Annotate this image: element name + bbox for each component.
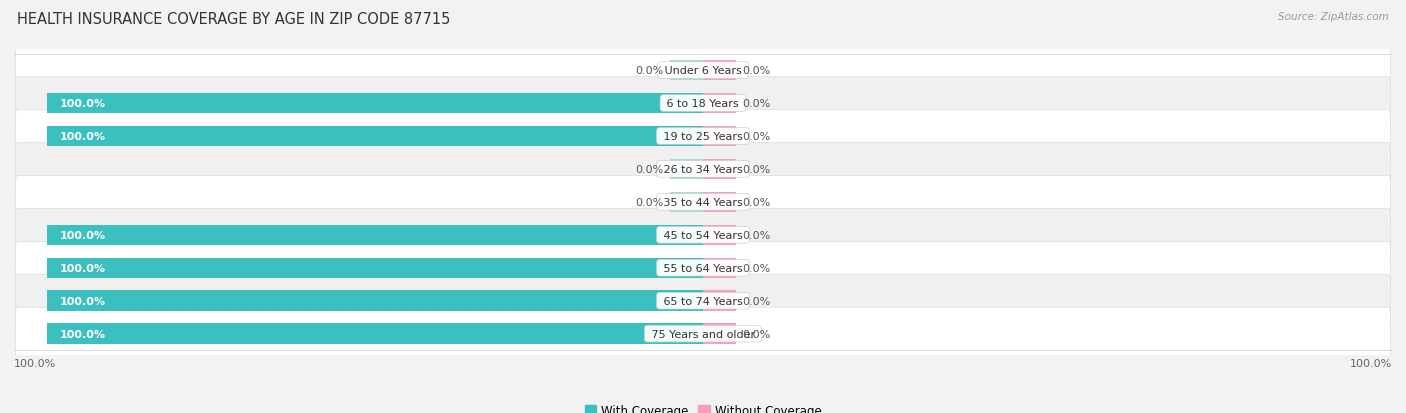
- FancyBboxPatch shape: [15, 176, 1391, 229]
- Bar: [703, 126, 735, 147]
- Text: 0.0%: 0.0%: [742, 230, 770, 240]
- Text: 0.0%: 0.0%: [742, 164, 770, 175]
- Text: 0.0%: 0.0%: [636, 197, 664, 207]
- Bar: [46, 225, 703, 245]
- Bar: [703, 324, 735, 344]
- Bar: [703, 225, 735, 245]
- Text: 0.0%: 0.0%: [742, 66, 770, 76]
- FancyBboxPatch shape: [15, 242, 1391, 294]
- Bar: [46, 291, 703, 311]
- Bar: [703, 291, 735, 311]
- Text: 0.0%: 0.0%: [742, 197, 770, 207]
- FancyBboxPatch shape: [15, 78, 1391, 130]
- Text: 100.0%: 100.0%: [1350, 358, 1392, 368]
- Bar: [671, 159, 703, 180]
- Bar: [46, 94, 703, 114]
- Bar: [703, 159, 735, 180]
- FancyBboxPatch shape: [15, 275, 1391, 327]
- Text: 100.0%: 100.0%: [14, 358, 56, 368]
- Text: 100.0%: 100.0%: [60, 230, 105, 240]
- Text: 0.0%: 0.0%: [636, 66, 664, 76]
- Text: Source: ZipAtlas.com: Source: ZipAtlas.com: [1278, 12, 1389, 22]
- Bar: [46, 258, 703, 278]
- FancyBboxPatch shape: [15, 45, 1391, 97]
- Text: 100.0%: 100.0%: [60, 263, 105, 273]
- Text: 26 to 34 Years: 26 to 34 Years: [659, 164, 747, 175]
- Bar: [703, 192, 735, 213]
- Text: 6 to 18 Years: 6 to 18 Years: [664, 99, 742, 109]
- Bar: [671, 61, 703, 81]
- FancyBboxPatch shape: [15, 110, 1391, 163]
- Bar: [703, 258, 735, 278]
- Legend: With Coverage, Without Coverage: With Coverage, Without Coverage: [585, 404, 821, 413]
- FancyBboxPatch shape: [15, 308, 1391, 360]
- Text: 100.0%: 100.0%: [60, 329, 105, 339]
- Bar: [46, 324, 703, 344]
- Text: 0.0%: 0.0%: [742, 296, 770, 306]
- Text: 100.0%: 100.0%: [60, 296, 105, 306]
- Text: 0.0%: 0.0%: [742, 329, 770, 339]
- Text: 55 to 64 Years: 55 to 64 Years: [659, 263, 747, 273]
- Text: Under 6 Years: Under 6 Years: [661, 66, 745, 76]
- Text: 65 to 74 Years: 65 to 74 Years: [659, 296, 747, 306]
- Text: 45 to 54 Years: 45 to 54 Years: [659, 230, 747, 240]
- Text: 35 to 44 Years: 35 to 44 Years: [659, 197, 747, 207]
- Text: 100.0%: 100.0%: [60, 99, 105, 109]
- Text: HEALTH INSURANCE COVERAGE BY AGE IN ZIP CODE 87715: HEALTH INSURANCE COVERAGE BY AGE IN ZIP …: [17, 12, 450, 27]
- Text: 0.0%: 0.0%: [742, 132, 770, 142]
- Text: 0.0%: 0.0%: [742, 99, 770, 109]
- Text: 19 to 25 Years: 19 to 25 Years: [659, 132, 747, 142]
- FancyBboxPatch shape: [15, 143, 1391, 196]
- Text: 75 Years and older: 75 Years and older: [648, 329, 758, 339]
- Bar: [671, 192, 703, 213]
- Bar: [703, 61, 735, 81]
- Text: 0.0%: 0.0%: [742, 263, 770, 273]
- Bar: [46, 126, 703, 147]
- FancyBboxPatch shape: [15, 209, 1391, 261]
- Bar: [703, 94, 735, 114]
- Text: 0.0%: 0.0%: [636, 164, 664, 175]
- Text: 100.0%: 100.0%: [60, 132, 105, 142]
